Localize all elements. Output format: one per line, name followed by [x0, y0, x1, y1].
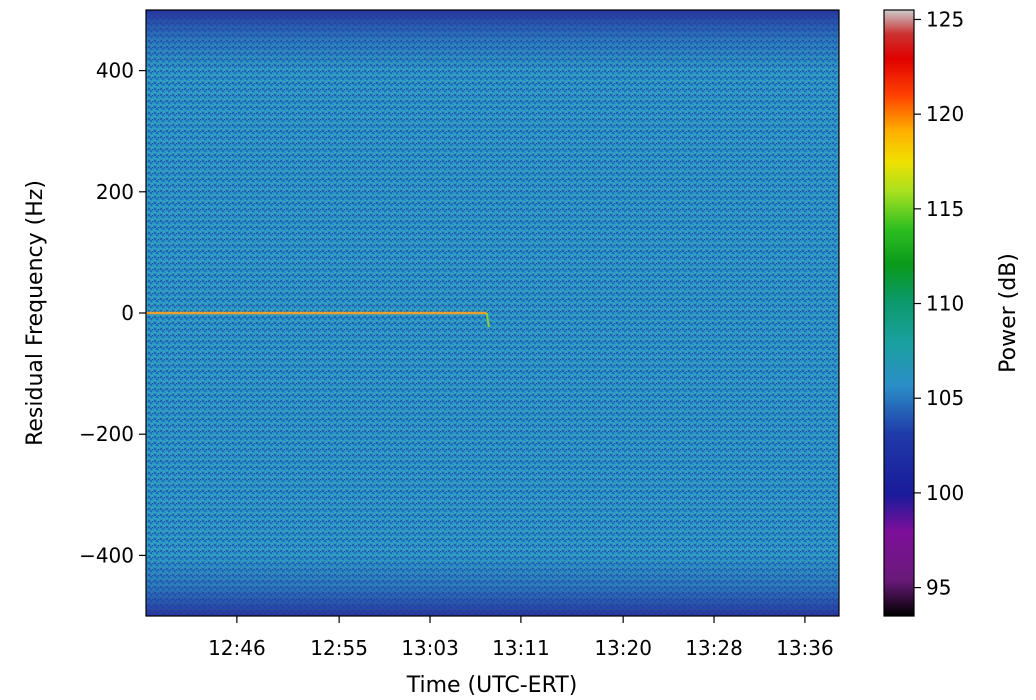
x-tick-label: 13:20 — [594, 636, 652, 660]
colorbar-tick-label: 120 — [926, 102, 964, 126]
colorbar-label: Power (dB) — [996, 253, 1021, 373]
colorbar-tick-label: 95 — [926, 576, 951, 600]
y-axis: 400 200 0 −200 −400 — [79, 59, 146, 567]
x-tick-label: 12:55 — [310, 636, 368, 660]
plot-area — [145, 9, 840, 617]
signal-trace-tail — [485, 312, 490, 328]
x-tick-label: 13:11 — [492, 636, 550, 660]
colorbar-gradient — [883, 9, 915, 617]
x-tick-label: 13:36 — [776, 636, 834, 660]
x-axis-label: Time (UTC-ERT) — [406, 673, 578, 698]
x-tick-label: 13:28 — [685, 636, 743, 660]
x-axis: 12:46 12:55 13:03 13:11 13:20 13:28 13:36 — [208, 616, 834, 660]
y-tick-label: 0 — [121, 301, 134, 325]
x-tick-label: 12:46 — [208, 636, 266, 660]
colorbar-tick-label: 110 — [926, 292, 964, 316]
y-tick-label: −200 — [79, 422, 134, 446]
y-tick-label: 200 — [96, 180, 134, 204]
colorbar-tick-label: 105 — [926, 386, 964, 410]
colorbar: 125 120 115 110 105 100 95 — [883, 7, 964, 617]
y-tick-label: 400 — [96, 59, 134, 83]
colorbar-tick-label: 115 — [926, 197, 964, 221]
colorbar-axis: 125 120 115 110 105 100 95 — [914, 7, 964, 600]
colorbar-tick-label: 125 — [926, 7, 964, 31]
x-tick-label: 13:03 — [401, 636, 459, 660]
y-axis-label: Residual Frequency (Hz) — [23, 180, 48, 446]
colorbar-tick-label: 100 — [926, 481, 964, 505]
y-tick-label: −400 — [79, 543, 134, 567]
